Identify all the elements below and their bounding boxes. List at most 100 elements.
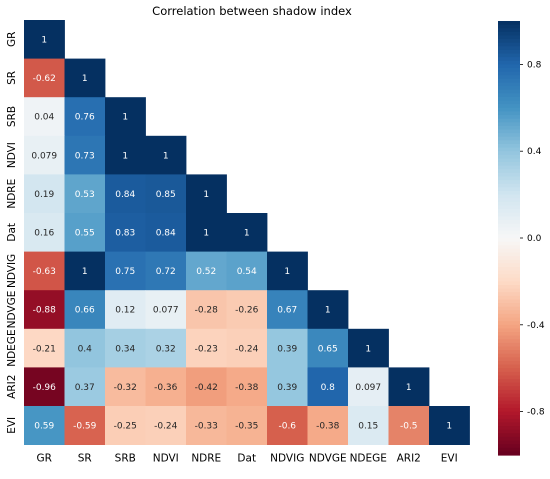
colorbar-segment — [498, 422, 520, 427]
colorbar-segment — [498, 440, 520, 445]
y-tick-label: Dat — [6, 223, 18, 242]
colorbar-segment — [498, 313, 520, 319]
colorbar-segment — [498, 375, 520, 380]
heatmap-cell — [226, 290, 268, 330]
heatmap-cells: 1 -0.62 1 0.04 0.76 1 0.079 0.73 1 1 0.19 0.53 0.84 0… — [24, 20, 470, 445]
colorbar-segment — [498, 259, 520, 264]
heatmap-cell — [145, 213, 187, 252]
colorbar-segment — [498, 162, 520, 167]
heatmap-cell — [145, 367, 187, 407]
x-axis-tick-labels: GR SR SRB NDVI NDRE Dat NDVIG NDVGE NDEGE ARI2 EVI — [37, 453, 458, 465]
x-tick-label: NDEGE — [350, 453, 387, 465]
heatmap-cell — [226, 367, 268, 407]
colorbar-segment — [498, 389, 520, 395]
heatmap-cell — [64, 328, 106, 368]
cell-value-label: 0.19 — [34, 190, 54, 200]
colorbar-segment — [498, 122, 520, 127]
colorbar-segment — [498, 115, 520, 120]
colorbar-segment — [498, 133, 520, 138]
heatmap-cell — [226, 213, 268, 252]
colorbar-segment — [498, 429, 520, 434]
heatmap-cell — [186, 213, 227, 252]
colorbar-segment — [498, 234, 520, 239]
colorbar-segment — [498, 295, 520, 301]
colorbar-segment — [498, 238, 520, 243]
colorbar-segment — [498, 288, 520, 293]
cell-value-label: 0.39 — [277, 344, 297, 354]
heatmap-cell — [105, 367, 146, 407]
heatmap-cell — [348, 367, 389, 407]
colorbar-segment — [498, 266, 520, 272]
heatmap-cell — [105, 251, 146, 291]
heatmap-cell — [226, 406, 268, 445]
colorbar-segment — [498, 64, 520, 69]
colorbar-segment — [498, 31, 520, 37]
heatmap-cell — [24, 174, 65, 214]
y-tick-label: EVI — [6, 417, 18, 434]
heatmap-cell — [24, 20, 65, 59]
heatmap-cell — [64, 97, 106, 137]
cell-value-label: 0.83 — [115, 229, 135, 239]
colorbar-segment — [498, 248, 520, 254]
colorbar-segment — [498, 78, 520, 84]
heatmap-cell — [186, 367, 227, 407]
cell-value-label: 1 — [244, 229, 250, 239]
colorbar-segment — [498, 360, 520, 366]
colorbar-segment — [498, 46, 520, 51]
colorbar-tick-label: 0.8 — [527, 60, 542, 70]
heatmap-cell — [24, 135, 65, 175]
colorbar-segment — [498, 364, 520, 369]
cell-value-label: 1 — [446, 422, 452, 432]
colorbar-segment — [498, 183, 520, 188]
heatmap-cell — [145, 406, 187, 445]
heatmap-cell — [64, 290, 106, 330]
cell-value-label: 0.55 — [75, 229, 95, 239]
colorbar-segment — [498, 35, 520, 40]
colorbar-segment — [498, 165, 520, 170]
colorbar-segment — [498, 209, 520, 214]
colorbar-segment — [498, 71, 520, 76]
cell-value-label: -0.23 — [195, 344, 218, 354]
heatmap-cell — [307, 367, 349, 407]
cell-value-label: 0.37 — [75, 383, 95, 393]
colorbar-segment — [498, 371, 520, 377]
cell-value-label: 0.079 — [31, 151, 57, 161]
colorbar-segment — [498, 42, 520, 47]
colorbar-segment — [498, 21, 520, 26]
colorbar-segment — [498, 82, 520, 87]
colorbar-segment — [498, 111, 520, 116]
colorbar-segment — [498, 379, 520, 384]
cell-value-label: -0.21 — [33, 344, 56, 354]
colorbar-segment — [498, 328, 520, 333]
colorbar-segment — [498, 212, 520, 217]
y-tick-label: SRB — [6, 106, 18, 127]
cell-value-label: 1 — [82, 267, 88, 277]
x-tick-label: NDVIG — [270, 453, 304, 465]
cell-value-label: -0.62 — [33, 74, 56, 84]
heatmap-cell — [24, 213, 65, 252]
colorbar-segment — [498, 342, 520, 348]
heatmap-cell — [24, 328, 65, 368]
heatmap-cell — [429, 406, 470, 445]
cell-value-label: 1 — [41, 36, 47, 46]
cell-value-label: -0.33 — [195, 422, 218, 432]
colorbar-segment — [498, 201, 520, 207]
colorbar-segment — [498, 400, 520, 405]
x-tick-label: EVI — [441, 453, 458, 465]
heatmap-cell — [64, 406, 106, 445]
cell-value-label: -0.42 — [195, 383, 218, 393]
cell-value-label: 0.52 — [196, 267, 216, 277]
cell-value-label: 1 — [203, 190, 209, 200]
colorbar-tick-label: 0.0 — [527, 234, 542, 244]
cell-value-label: 1 — [122, 113, 128, 123]
colorbar-segment — [498, 136, 520, 141]
heatmap-cell — [105, 213, 146, 252]
colorbar-segment — [498, 187, 520, 192]
cell-value-label: -0.25 — [114, 422, 137, 432]
cell-value-label: 1 — [365, 344, 371, 354]
colorbar-segment — [498, 205, 520, 210]
colorbar-segment — [498, 407, 520, 413]
y-tick-label: ARI2 — [6, 375, 18, 399]
heatmap-cell — [64, 213, 106, 252]
cell-value-label: 0.12 — [115, 306, 135, 316]
